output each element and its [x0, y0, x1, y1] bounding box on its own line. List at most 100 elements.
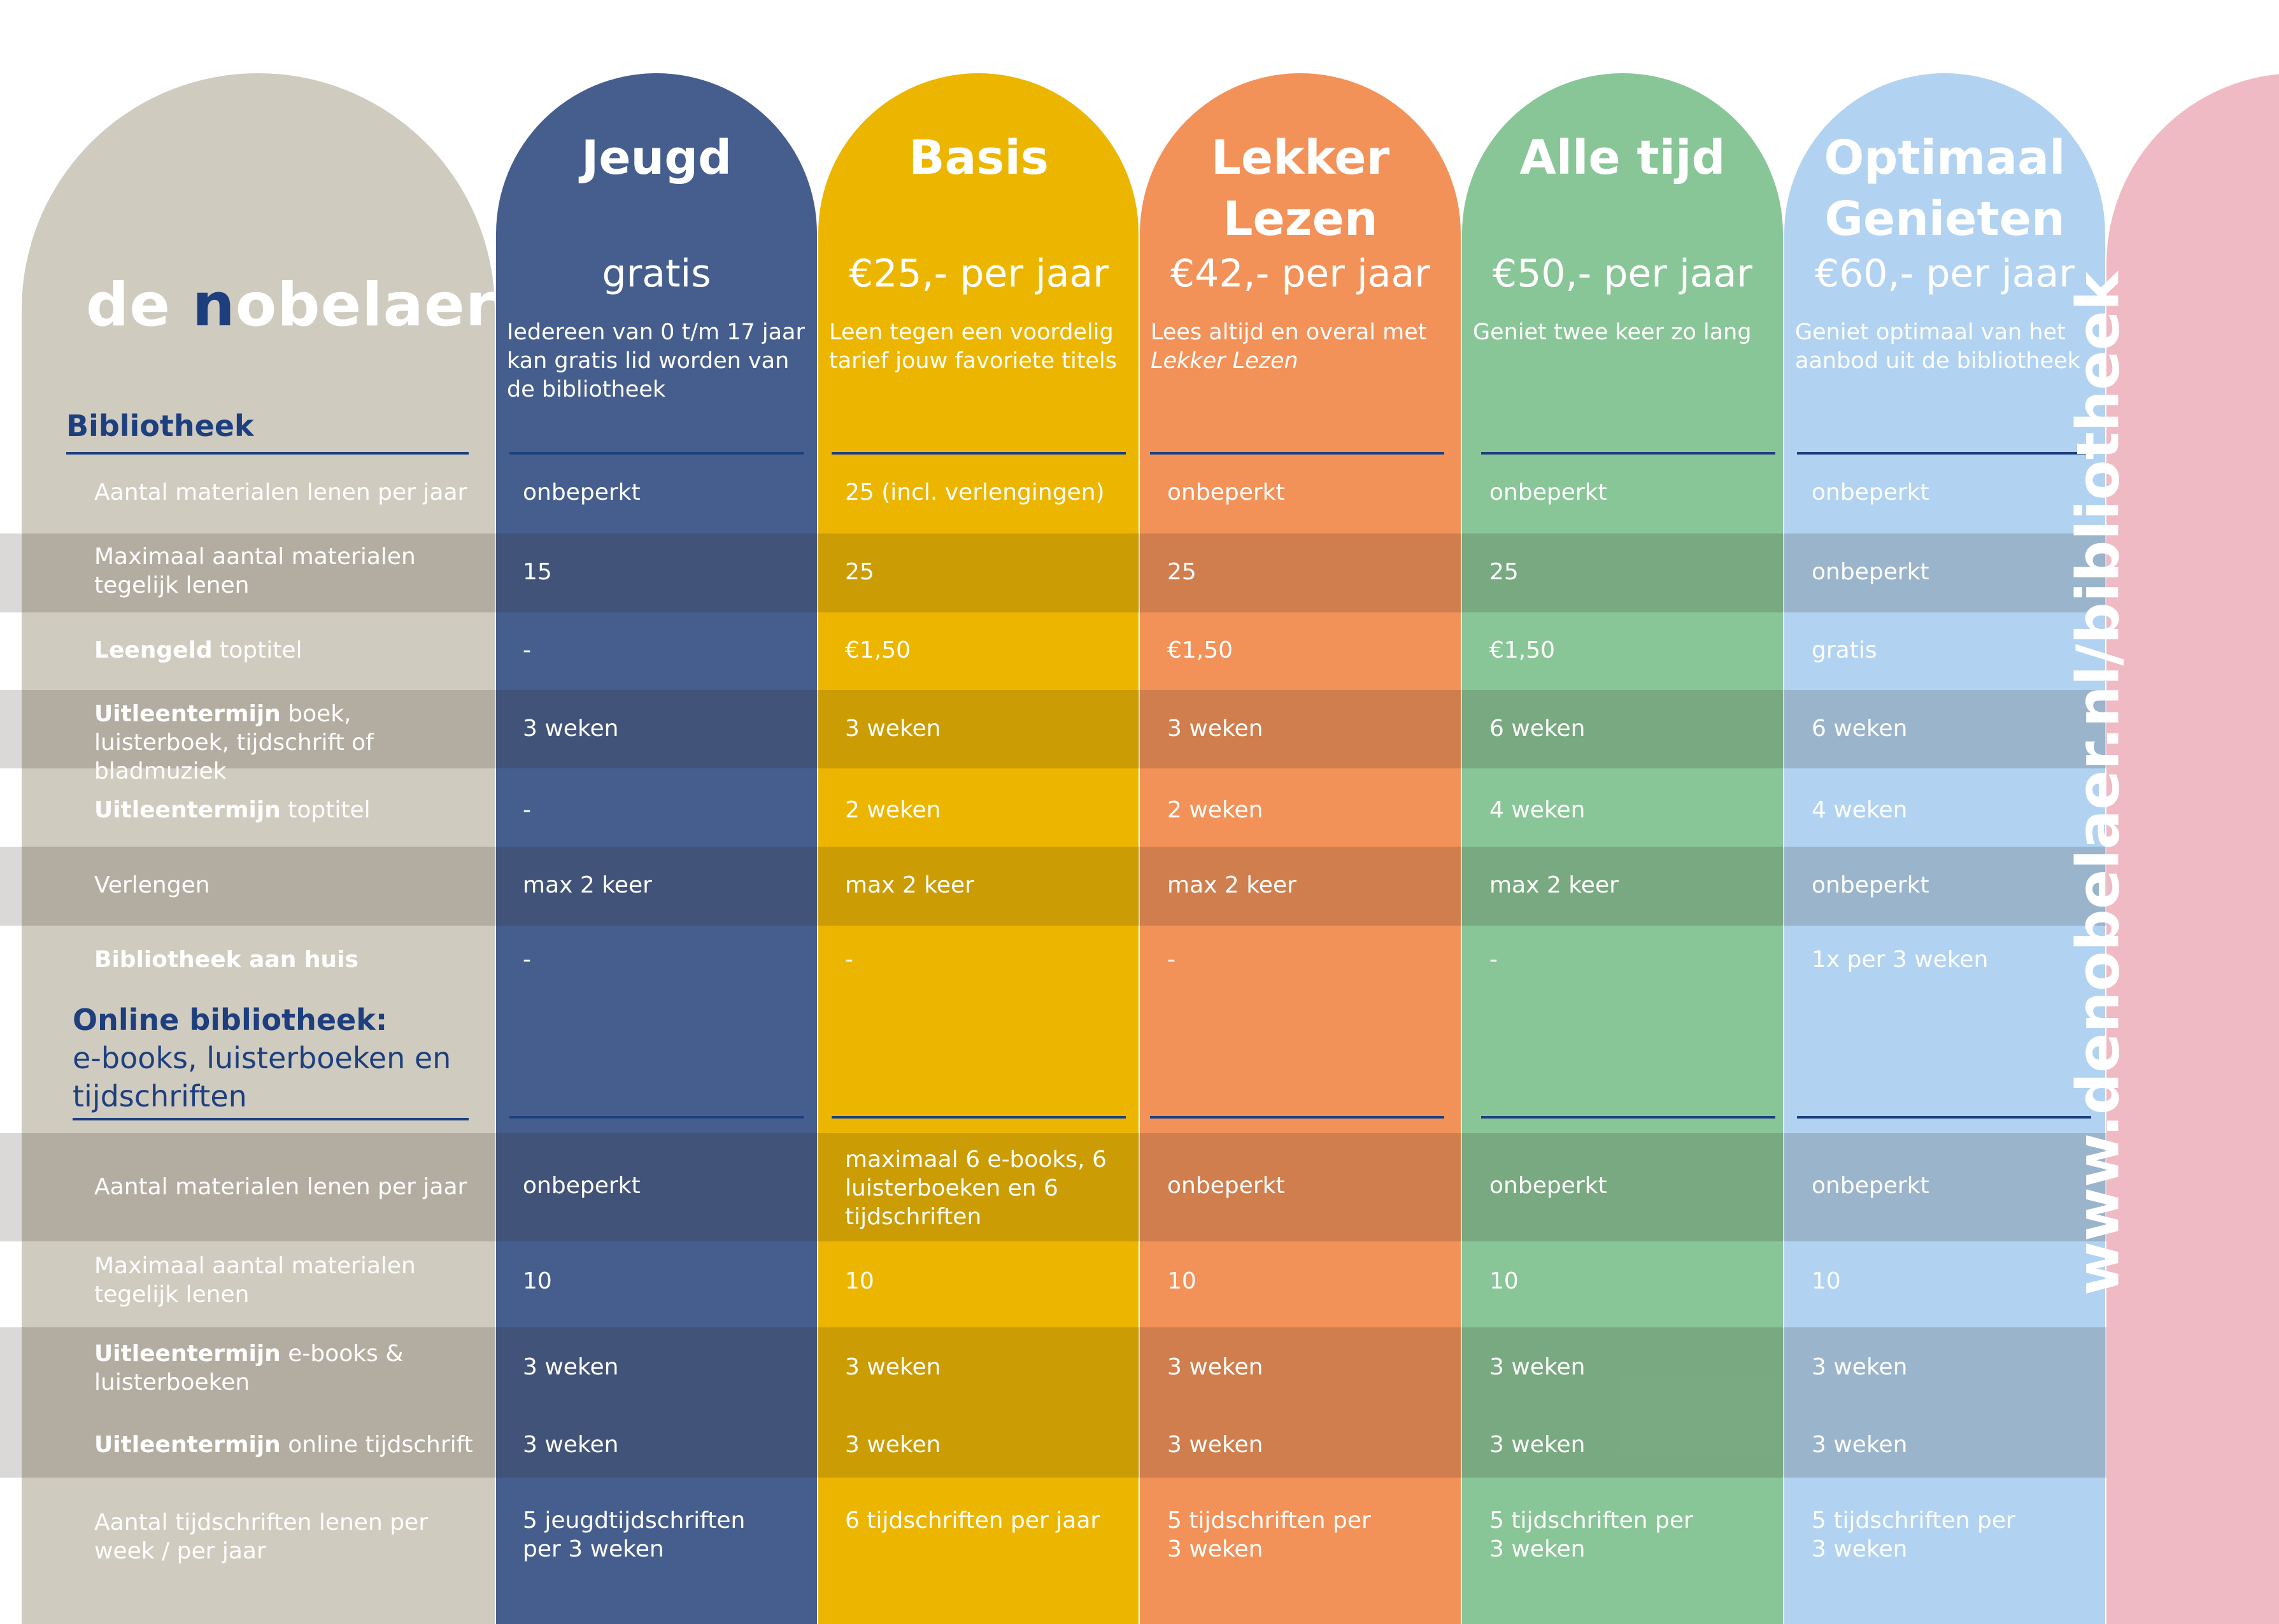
cell: onbeperkt: [1167, 1173, 1285, 1199]
cell: maximaal 6 e-books, 6 luisterboeken en 6…: [845, 1147, 1107, 1230]
plan-column-basis: [818, 73, 1139, 1624]
plan-price-alle-tijd: €50,- per jaar: [1493, 251, 1752, 296]
cell: 3 weken: [523, 1354, 619, 1380]
cell: max 2 keer: [1167, 872, 1296, 898]
plan-name-basis: Basis: [909, 131, 1049, 185]
section-rule: [1797, 452, 2091, 455]
cell: onbeperkt: [1489, 1173, 1607, 1199]
cell: 3 weken: [845, 716, 941, 742]
cell: 5 jeugdtijdschriften per 3 weken: [523, 1507, 746, 1562]
cell: 6 weken: [1812, 716, 1908, 742]
cell: 25: [1167, 559, 1196, 585]
cell: 3 weken: [1489, 1432, 1586, 1458]
brand-logo: de nobelaer: [86, 271, 496, 340]
cell: -: [1489, 947, 1498, 973]
cell: 10: [1167, 1268, 1196, 1294]
cell: 3 weken: [523, 1432, 619, 1458]
row-band: [0, 1327, 2106, 1478]
row-label-online-maximaal-tegelijk: Maximaal aantal materialen tegelijk lene…: [94, 1253, 416, 1308]
plan-price-jeugd: gratis: [602, 251, 711, 296]
cell: onbeperkt: [1812, 1173, 1929, 1199]
cell: onbeperkt: [1167, 479, 1285, 505]
website-url[interactable]: www.denobelaer.nl/bibliotheek: [2064, 271, 2133, 1296]
cell: 1x per 3 weken: [1812, 947, 1989, 973]
cell: 6 weken: [1489, 716, 1586, 742]
section-rule: [1150, 452, 1444, 455]
plan-column-jeugd: [496, 73, 817, 1624]
cell: €1,50: [1167, 637, 1233, 663]
cell: 5 tijdschriften per 3 weken: [1167, 1507, 1371, 1562]
row-label-leengeld-toptitel: Leengeld toptitel: [94, 637, 302, 663]
row-label-uitleentermijn-boek: Uitleentermijn boek, luisterboek, tijdsc…: [94, 701, 374, 784]
row-band: [0, 690, 2106, 768]
cell: 6 tijdschriften per jaar: [845, 1507, 1100, 1534]
cell: €1,50: [845, 637, 911, 663]
row-label-bibliotheek-aan-huis: Bibliotheek aan huis: [94, 947, 359, 973]
plan-desc-alle-tijd: Geniet twee keer zo lang: [1473, 320, 1752, 345]
cell: 3 weken: [1812, 1354, 1908, 1380]
cell: 10: [523, 1268, 552, 1294]
section-title-online-line3: tijdschriften: [73, 1079, 247, 1113]
plan-price-optimaal-genieten: €60,- per jaar: [1815, 251, 2075, 296]
section-rule: [509, 452, 804, 455]
plan-price-basis: €25,- per jaar: [849, 251, 1109, 296]
cell: 10: [1489, 1268, 1519, 1294]
plan-desc-basis: Leen tegen een voordelig tarief jouw fav…: [829, 320, 1117, 374]
section-rule: [1150, 1116, 1444, 1119]
cell: max 2 keer: [523, 872, 652, 898]
cell: 3 weken: [1489, 1354, 1586, 1380]
cell: 15: [523, 559, 552, 585]
section-title-online: Online bibliotheek: e-books, luisterboek…: [73, 1001, 451, 1115]
row-label-online-uitleentermijn-ebooks: Uitleentermijn e-books & luisterboeken: [94, 1341, 404, 1395]
cell: 2 weken: [845, 797, 941, 823]
cell: 4 weken: [1812, 797, 1908, 823]
cell: 10: [845, 1268, 874, 1294]
row-band: [0, 1133, 2106, 1241]
row-label-uitleentermijn-toptitel: Uitleentermijn toptitel: [94, 797, 371, 823]
cell: 3 weken: [1167, 716, 1263, 742]
row-label-online-uitleentermijn-tijdschrift: Uitleentermijn online tijdschrift: [94, 1432, 473, 1458]
plan-name-optimaal-genieten: Optimaal Genieten: [1824, 131, 2066, 246]
section-rule: [832, 1116, 1126, 1119]
cell: 2 weken: [1167, 797, 1263, 823]
plan-desc-optimaal-genieten: Geniet optimaal van het aanbod uit de bi…: [1795, 320, 2080, 374]
cell: 10: [1812, 1268, 1841, 1294]
cell: max 2 keer: [845, 872, 974, 898]
cell: 3 weken: [1812, 1432, 1908, 1458]
section-rule: [73, 1118, 469, 1120]
cell: -: [523, 797, 531, 823]
row-label-verlengen: Verlengen: [94, 872, 210, 898]
cell: 3 weken: [845, 1354, 941, 1380]
row-band: [0, 533, 2106, 612]
row-band: [0, 847, 2106, 926]
cell: -: [523, 947, 531, 973]
cell: 3 weken: [1167, 1432, 1263, 1458]
cell: -: [523, 637, 531, 663]
plan-desc-lekker-lezen: Lees altijd en overal met Lekker Lezen: [1151, 320, 1427, 374]
cell: 25: [845, 559, 874, 585]
cell: 3 weken: [523, 716, 619, 742]
plan-desc-lekker-lezen-italic: Lekker Lezen: [1151, 348, 1298, 374]
cell: 5 tijdschriften per 3 weken: [1812, 1507, 2015, 1562]
section-rule: [66, 452, 469, 455]
row-label-aantal-per-jaar: Aantal materialen lenen per jaar: [94, 479, 467, 505]
cell: €1,50: [1489, 637, 1556, 663]
section-title-online-bold: Online bibliotheek:: [73, 1003, 388, 1037]
cell: 3 weken: [1167, 1354, 1263, 1380]
plan-column-alle-tijd: [1462, 73, 1783, 1624]
plan-name-jeugd: Jeugd: [581, 131, 732, 185]
url-column: [2106, 73, 2279, 1624]
plan-column-lekker-lezen: [1140, 73, 1461, 1624]
cell: onbeperkt: [523, 479, 641, 505]
cell: onbeperkt: [523, 1173, 641, 1199]
row-label-online-aantal-per-jaar: Aantal materialen lenen per jaar: [94, 1174, 467, 1200]
cell: 5 tijdschriften per 3 weken: [1489, 1507, 1693, 1562]
cell: onbeperkt: [1812, 479, 1929, 505]
section-rule: [1481, 1116, 1775, 1119]
label-column: [22, 73, 495, 1624]
plan-name-lekker-lezen: Lekker Lezen: [1210, 131, 1390, 246]
cell: onbeperkt: [1489, 479, 1607, 505]
plan-name-alle-tijd: Alle tijd: [1519, 131, 1726, 185]
plan-column-optimaal-genieten: [1784, 73, 2105, 1624]
cell: 25: [1489, 559, 1519, 585]
